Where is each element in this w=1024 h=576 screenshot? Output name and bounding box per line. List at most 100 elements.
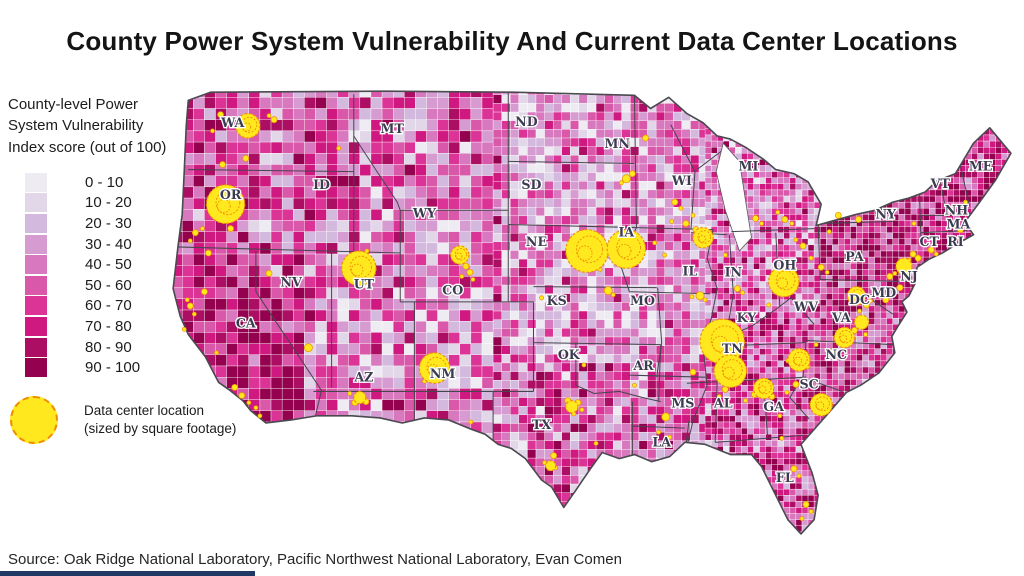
data-center-dot bbox=[855, 216, 862, 223]
data-center-dots bbox=[181, 111, 968, 522]
data-center-dot bbox=[813, 342, 819, 348]
data-center-ring bbox=[758, 380, 772, 395]
data-center-dot bbox=[834, 211, 842, 219]
legend-class-row: 80 - 90 bbox=[25, 337, 140, 358]
data-center-dot bbox=[238, 392, 246, 399]
data-center-dot bbox=[927, 246, 935, 254]
state-label-ar: AR bbox=[632, 358, 654, 373]
state-label-la: LA bbox=[652, 434, 671, 449]
state-label-ct: CT bbox=[919, 234, 939, 249]
data-center-dot bbox=[914, 254, 922, 262]
legend-class-label: 90 - 100 bbox=[85, 359, 141, 377]
data-center-dot bbox=[695, 291, 705, 301]
data-center-ring bbox=[349, 255, 373, 279]
state-label-va: VA bbox=[831, 310, 851, 325]
data-center-dot bbox=[661, 412, 671, 422]
data-center-dot bbox=[828, 348, 836, 356]
legend-class-swatch bbox=[25, 234, 47, 254]
legend-data-center: Data center location (sized by square fo… bbox=[10, 396, 240, 444]
data-center-dot bbox=[909, 250, 917, 258]
data-center-dot bbox=[789, 221, 795, 226]
state-label-mt: MT bbox=[380, 121, 404, 136]
data-center-dot bbox=[210, 128, 215, 134]
state-label-nc: NC bbox=[826, 347, 848, 362]
data-center-marker bbox=[341, 250, 377, 287]
data-center-dot bbox=[781, 216, 789, 223]
page-title: County Power System Vulnerability And Cu… bbox=[66, 26, 958, 56]
choropleth-map-canvas: WA OR CA NV ID MT WY UT CO AZ NM ND SD NE KS OK TX MN IA MO… bbox=[172, 90, 1012, 535]
data-center-dot bbox=[219, 161, 226, 168]
data-center-dot bbox=[581, 362, 587, 368]
data-center-ring bbox=[839, 334, 848, 343]
state-label-tx: TX bbox=[532, 417, 551, 432]
data-center-dot bbox=[826, 229, 832, 235]
data-center-dot bbox=[266, 113, 272, 119]
data-center-ring bbox=[216, 199, 231, 214]
data-center-dot bbox=[336, 145, 342, 151]
data-center-ring bbox=[215, 190, 241, 216]
data-center-dot bbox=[689, 368, 697, 376]
data-center-ring bbox=[697, 230, 711, 244]
data-center-dot bbox=[242, 154, 250, 162]
data-center-dot bbox=[766, 302, 772, 308]
legend-class-row: 20 - 30 bbox=[25, 213, 140, 234]
data-center-dot bbox=[191, 311, 197, 317]
legend-class-row: 10 - 20 bbox=[25, 193, 140, 214]
data-center-dot bbox=[466, 268, 474, 276]
legend-class-row: 60 - 70 bbox=[25, 296, 140, 317]
data-center-dot bbox=[181, 326, 187, 332]
data-center-dot bbox=[669, 219, 675, 224]
state-label-in: IN bbox=[725, 264, 743, 279]
data-center-ring bbox=[427, 363, 439, 376]
state-label-ky: KY bbox=[737, 310, 758, 325]
data-center-dot bbox=[303, 343, 313, 353]
state-label-sc: SC bbox=[799, 376, 818, 391]
data-center-marker bbox=[699, 318, 746, 365]
state-label-ri: RI bbox=[947, 234, 963, 249]
data-center-dot bbox=[678, 205, 684, 211]
data-center-ring bbox=[722, 366, 735, 379]
legend-class-label: 20 - 30 bbox=[85, 214, 132, 232]
legend-class-row: 40 - 50 bbox=[25, 254, 140, 275]
state-label-ks: KS bbox=[547, 293, 567, 308]
data-center-marker bbox=[565, 400, 579, 414]
data-center-marker bbox=[205, 184, 246, 225]
state-label-nh: NH bbox=[945, 202, 968, 217]
data-center-ring bbox=[852, 293, 860, 301]
data-center-dot bbox=[734, 285, 741, 293]
data-center-dot bbox=[621, 174, 631, 184]
data-center-ring bbox=[838, 329, 853, 344]
data-center-ring bbox=[426, 356, 447, 377]
legend-class-label: 80 - 90 bbox=[85, 338, 132, 356]
legend-class-swatch bbox=[25, 255, 47, 275]
data-center-marker bbox=[752, 377, 775, 400]
data-center-dot bbox=[539, 295, 544, 301]
data-center-dot bbox=[863, 332, 868, 337]
legend-color-scale: 0 - 10 10 - 20 20 - 30 30 - 40 40 - 50 50 - 6… bbox=[25, 172, 140, 378]
legend-class-swatch bbox=[25, 358, 47, 378]
data-center-dot bbox=[257, 413, 263, 419]
state-label-mo: MO bbox=[630, 293, 655, 308]
state-label-vt: VT bbox=[930, 176, 951, 191]
state-label-dc: DC bbox=[849, 292, 870, 307]
data-center-dot bbox=[777, 413, 783, 419]
data-center-dot bbox=[682, 220, 690, 227]
state-label-ga: GA bbox=[763, 399, 784, 414]
data-center-dot bbox=[201, 288, 208, 296]
legend-title: County-level Power System Vulnerability … bbox=[8, 96, 167, 156]
data-center-dot bbox=[824, 269, 830, 275]
data-center-dot bbox=[796, 473, 802, 479]
state-label-mi: MI bbox=[739, 159, 759, 174]
data-center-dot bbox=[642, 134, 649, 142]
data-center-ring bbox=[710, 325, 740, 355]
data-center-ring bbox=[242, 122, 252, 132]
data-center-dot bbox=[270, 116, 278, 124]
state-label-oh: OH bbox=[773, 257, 796, 272]
data-center-dot bbox=[957, 226, 964, 234]
data-center-dot bbox=[187, 238, 193, 244]
data-center-ring bbox=[698, 234, 706, 243]
lake-michigan-shape bbox=[715, 142, 752, 252]
legend-class-label: 30 - 40 bbox=[85, 235, 132, 253]
us-outline bbox=[172, 90, 1012, 535]
legend-class-row: 0 - 10 bbox=[25, 172, 140, 193]
